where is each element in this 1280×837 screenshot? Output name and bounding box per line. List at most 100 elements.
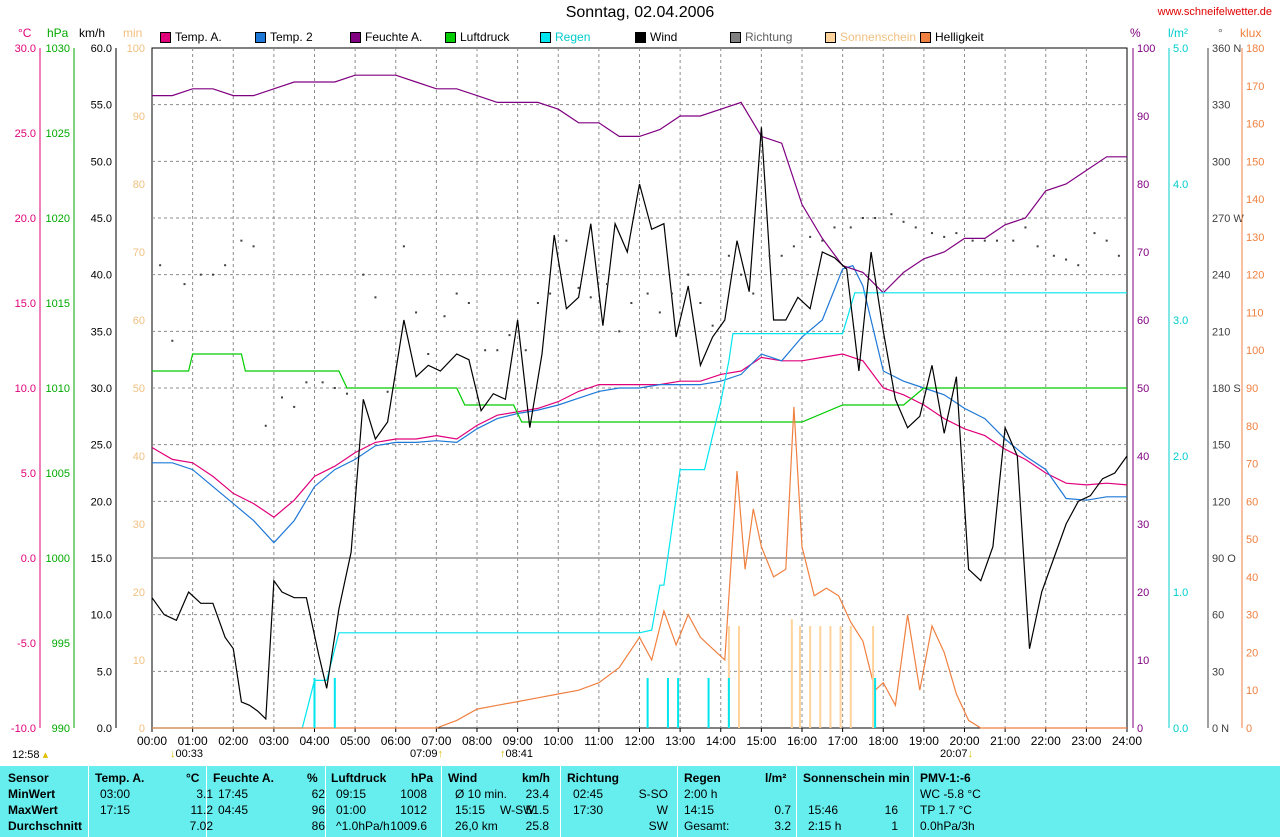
point-richtung bbox=[768, 254, 771, 257]
y-tick-label-light: 130 bbox=[1246, 232, 1264, 244]
marker-time: 07:09 bbox=[410, 748, 438, 760]
y-tick-label-humidity: 100 bbox=[1137, 43, 1155, 55]
legend-swatch bbox=[350, 31, 361, 43]
point-richtung bbox=[931, 232, 933, 235]
legend-swatch bbox=[160, 31, 171, 43]
marker-time: 08:41 bbox=[505, 748, 534, 760]
point-richtung bbox=[1012, 239, 1015, 242]
point-richtung bbox=[1117, 254, 1120, 257]
marker-time: 12:58 bbox=[12, 749, 40, 761]
legend-label: Richtung bbox=[745, 30, 793, 44]
y-tick-label-rain: 5.0 bbox=[1173, 43, 1188, 55]
site-link[interactable]: www.schneifelwetter.de bbox=[1157, 6, 1272, 18]
point-richtung bbox=[211, 273, 214, 276]
legend-label: Sonnenschein bbox=[840, 30, 917, 44]
legend-label: Temp. A. bbox=[175, 30, 222, 44]
legend-luftdruck[interactable]: Luftdruck bbox=[445, 30, 509, 44]
unit-wind: km/h bbox=[79, 26, 106, 40]
stats-cell: 3.2 bbox=[774, 819, 791, 833]
y-tick-label-rain: 4.0 bbox=[1173, 179, 1188, 191]
y-tick-label-temp: 5.0 bbox=[21, 468, 36, 480]
point-richtung bbox=[536, 302, 539, 304]
stats-header-sensor: Sensor bbox=[8, 771, 49, 785]
line-feuchte-a bbox=[152, 74, 1127, 294]
y-tick-label-sun: 10 bbox=[133, 655, 145, 667]
legend-sonnenschein[interactable]: Sonnenschein bbox=[825, 30, 916, 44]
y-tick-label-direction: 180 S bbox=[1212, 383, 1241, 395]
x-tick-label: 03:00 bbox=[259, 734, 289, 748]
y-tick-label-light: 70 bbox=[1246, 459, 1258, 471]
y-tick-label-direction: 360 N bbox=[1212, 43, 1241, 55]
point-richtung bbox=[861, 217, 864, 219]
x-tick-label: 15:00 bbox=[746, 734, 776, 748]
legend-feuchte[interactable]: Feuchte A. bbox=[350, 30, 422, 44]
y-tick-label-light: 100 bbox=[1246, 345, 1264, 357]
y-tick-label-pressure: 1005 bbox=[46, 468, 70, 480]
legend-label: Feuchte A. bbox=[365, 30, 423, 44]
y-tick-label-direction: 300 bbox=[1212, 156, 1230, 168]
legend-swatch bbox=[825, 31, 836, 43]
y-tick-label-wind: 20.0 bbox=[91, 496, 112, 508]
legend-temp-2[interactable]: Temp. 2 bbox=[255, 30, 313, 44]
point-richtung bbox=[443, 315, 446, 318]
legend-helligkeit[interactable]: Helligkeit bbox=[920, 30, 984, 44]
legend-regen[interactable]: Regen bbox=[540, 30, 590, 44]
x-tick-label: 13:00 bbox=[665, 734, 695, 748]
point-richtung bbox=[362, 273, 365, 276]
point-richtung bbox=[671, 292, 673, 295]
y-tick-label-humidity: 40 bbox=[1137, 451, 1149, 463]
point-richtung bbox=[589, 296, 592, 299]
point-richtung bbox=[524, 349, 527, 352]
y-tick-label-temp: 25.0 bbox=[15, 128, 36, 140]
legend-richtung[interactable]: Richtung bbox=[730, 30, 792, 44]
legend-temp-a[interactable]: Temp. A. bbox=[160, 30, 222, 44]
point-richtung bbox=[496, 349, 499, 352]
legend-wind[interactable]: Wind bbox=[635, 30, 677, 44]
y-tick-label-wind: 60.0 bbox=[91, 43, 112, 55]
y-tick-label-direction: 210 bbox=[1212, 326, 1230, 338]
stats-cell: 96 bbox=[311, 803, 325, 817]
point-richtung bbox=[252, 245, 255, 248]
stats-separator bbox=[325, 766, 326, 837]
y-tick-label-sun: 80 bbox=[133, 179, 145, 191]
y-tick-label-direction: 90 O bbox=[1212, 553, 1236, 565]
point-richtung bbox=[333, 387, 336, 389]
y-tick-label-light: 90 bbox=[1246, 383, 1258, 395]
stats-unit-feuchte: % bbox=[307, 771, 318, 785]
line-luftdruck bbox=[152, 353, 1127, 423]
point-richtung bbox=[658, 311, 661, 314]
stats-separator bbox=[560, 766, 561, 837]
stats-cell: 23.4 bbox=[525, 787, 549, 801]
y-tick-label-sun: 90 bbox=[133, 111, 145, 123]
stats-cell: 16 bbox=[884, 803, 898, 817]
y-tick-label-direction: 60 bbox=[1212, 610, 1224, 622]
y-tick-label-temp: 15.0 bbox=[15, 298, 36, 310]
y-tick-label-humidity: 80 bbox=[1137, 179, 1149, 191]
point-richtung bbox=[630, 302, 633, 304]
y-tick-label-rain: 1.0 bbox=[1173, 587, 1188, 599]
x-tick-label: 23:00 bbox=[1071, 734, 1101, 748]
marker-time: 20:07 bbox=[940, 748, 968, 760]
y-tick-label-direction: 30 bbox=[1212, 666, 1224, 678]
y-tick-label-temp: 10.0 bbox=[15, 383, 36, 395]
point-richtung bbox=[821, 239, 824, 242]
stats-cell: 1008 bbox=[400, 787, 427, 801]
point-richtung bbox=[183, 283, 186, 286]
point-richtung bbox=[402, 245, 405, 248]
stats-cell: ^1.0hPa/h bbox=[336, 819, 390, 833]
stats-header-temp: Temp. A. bbox=[95, 771, 145, 785]
point-richtung bbox=[687, 273, 690, 276]
point-richtung bbox=[281, 396, 283, 399]
point-richtung bbox=[305, 381, 308, 384]
stats-header-richtung: Richtung bbox=[567, 771, 619, 785]
y-tick-label-light: 40 bbox=[1246, 572, 1258, 584]
stats-cell: 1012 bbox=[400, 803, 427, 817]
point-richtung bbox=[549, 292, 552, 295]
x-tick-label: 04:00 bbox=[299, 734, 329, 748]
x-tick-label: 05:00 bbox=[340, 734, 370, 748]
point-richtung bbox=[752, 292, 755, 295]
y-tick-label-light: 50 bbox=[1246, 534, 1258, 546]
chart-axes: 00:00 01:00 02:00 03:00 04:00 05:00 06:00 07:00… bbox=[11, 43, 1264, 748]
y-tick-label-direction: 0 N bbox=[1212, 723, 1229, 735]
chart-marks bbox=[151, 74, 1128, 729]
